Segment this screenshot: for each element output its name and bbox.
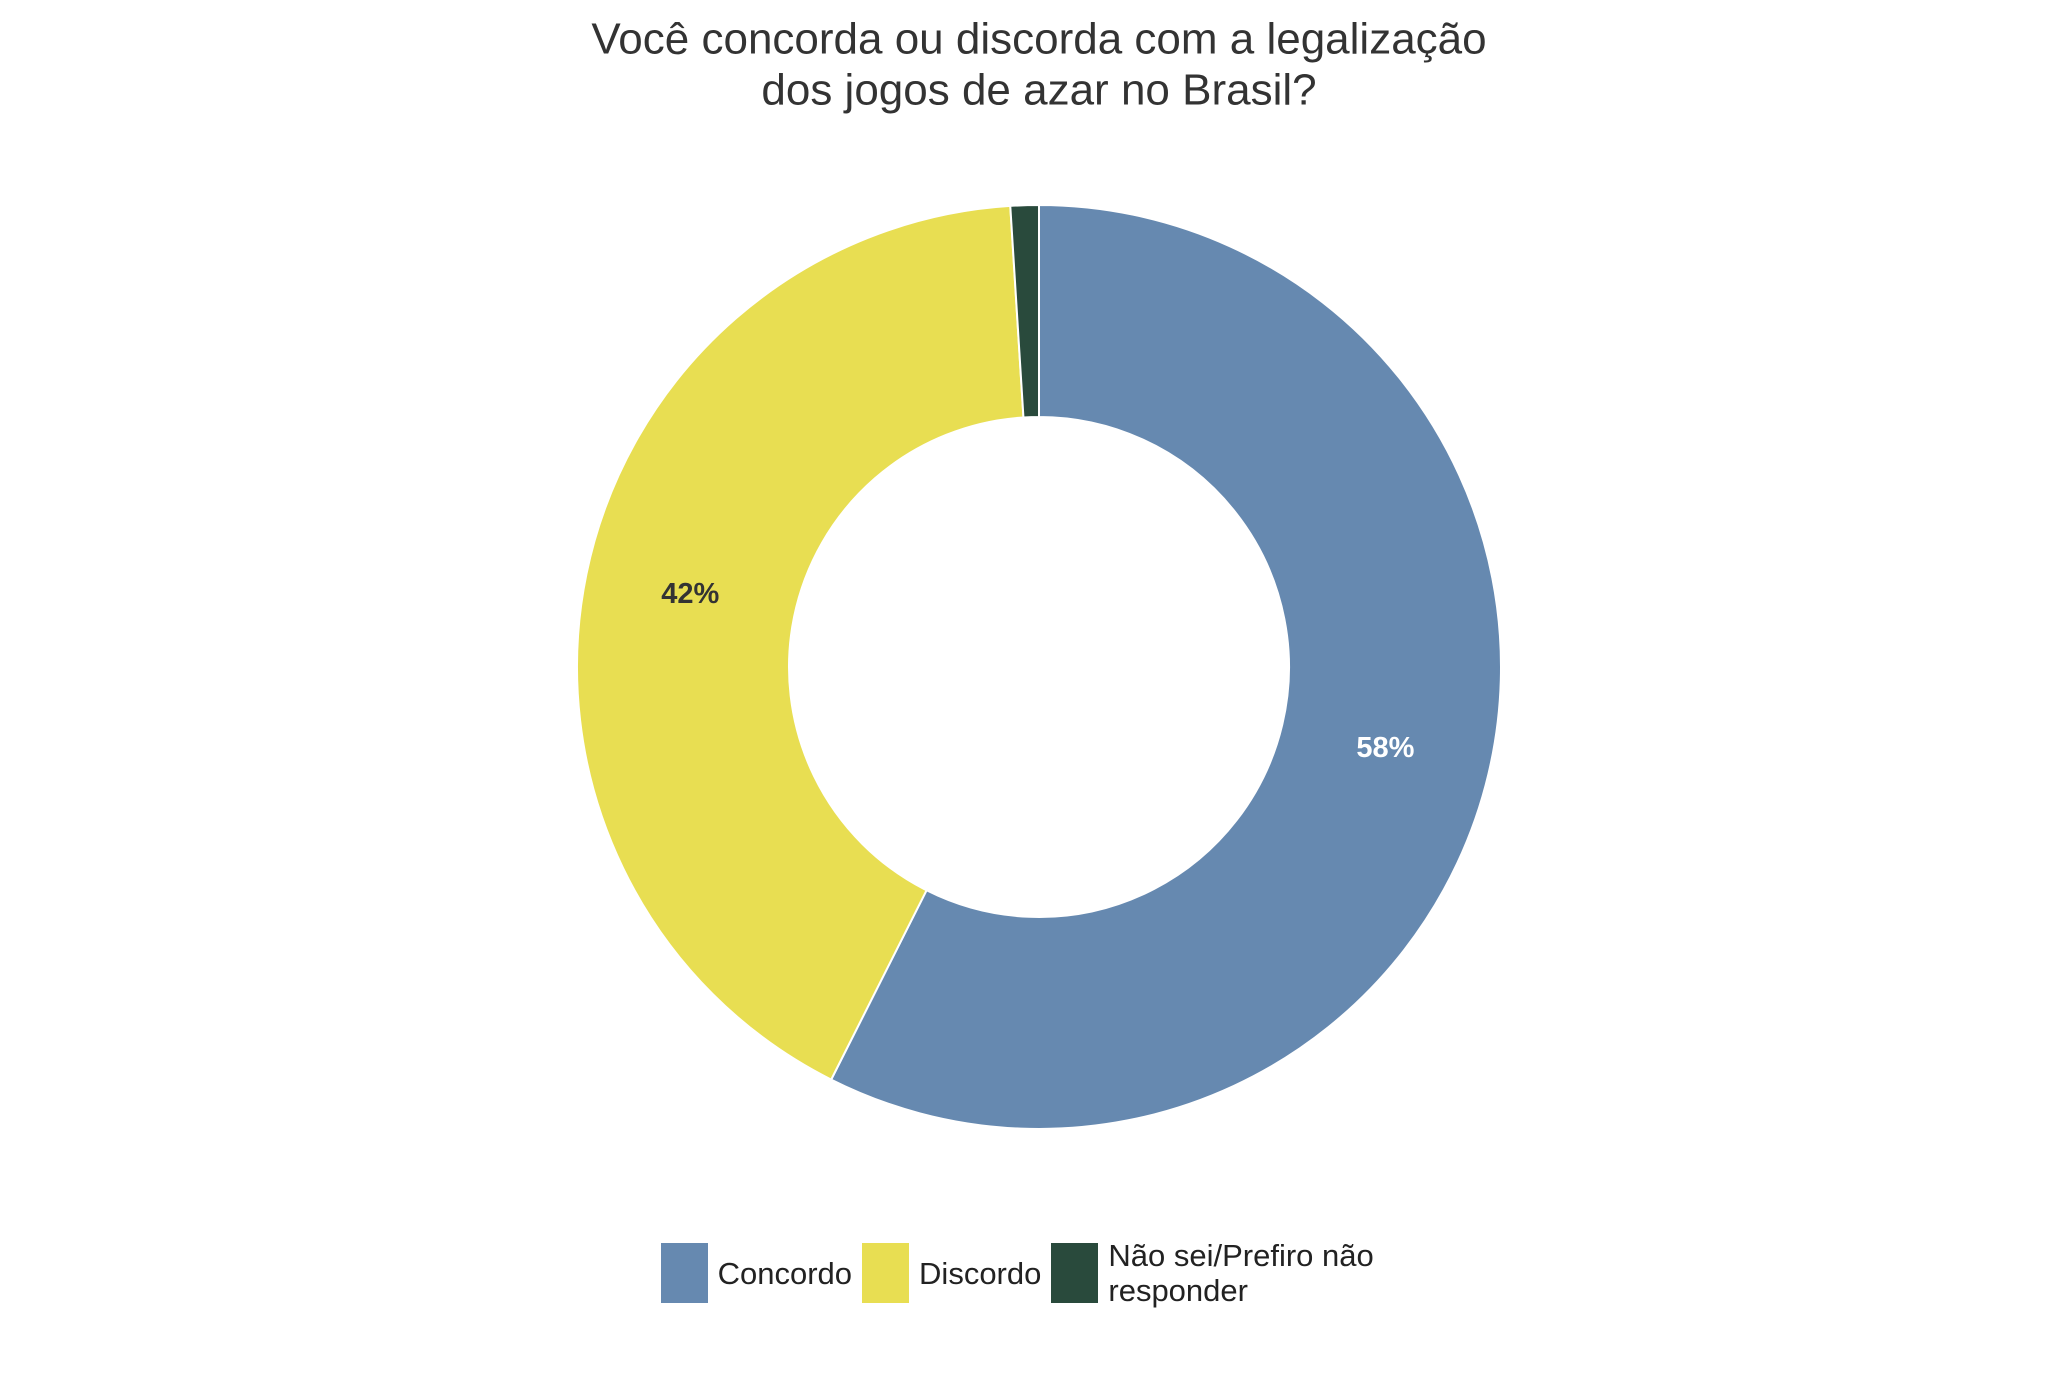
donut-slice [1009,203,1040,419]
donut-slice [576,204,1025,1081]
legend-label: Não sei/Prefiro não responder [1108,1238,1374,1308]
legend-swatch [1051,1243,1099,1303]
donut-slice [829,203,1502,1130]
legend-swatch [660,1243,708,1303]
chart-title: Você concorda ou discorda com a legaliza… [591,15,1486,64]
legend-label: Discordo [919,1255,1042,1291]
legend: Concordo Discordo Não sei/Prefiro não resp… [0,1238,2049,1308]
chart-title: dos jogos de azar no Brasil? [761,66,1316,115]
data-label: 58% [1356,732,1414,764]
legend-swatch [862,1243,910,1303]
legend-item: Discordo [862,1243,1041,1303]
legend-item: Concordo [660,1243,853,1303]
data-label: 42% [661,578,719,610]
legend-label: Concordo [717,1255,853,1291]
legend-item: Não sei/Prefiro não responder [1051,1238,1388,1308]
